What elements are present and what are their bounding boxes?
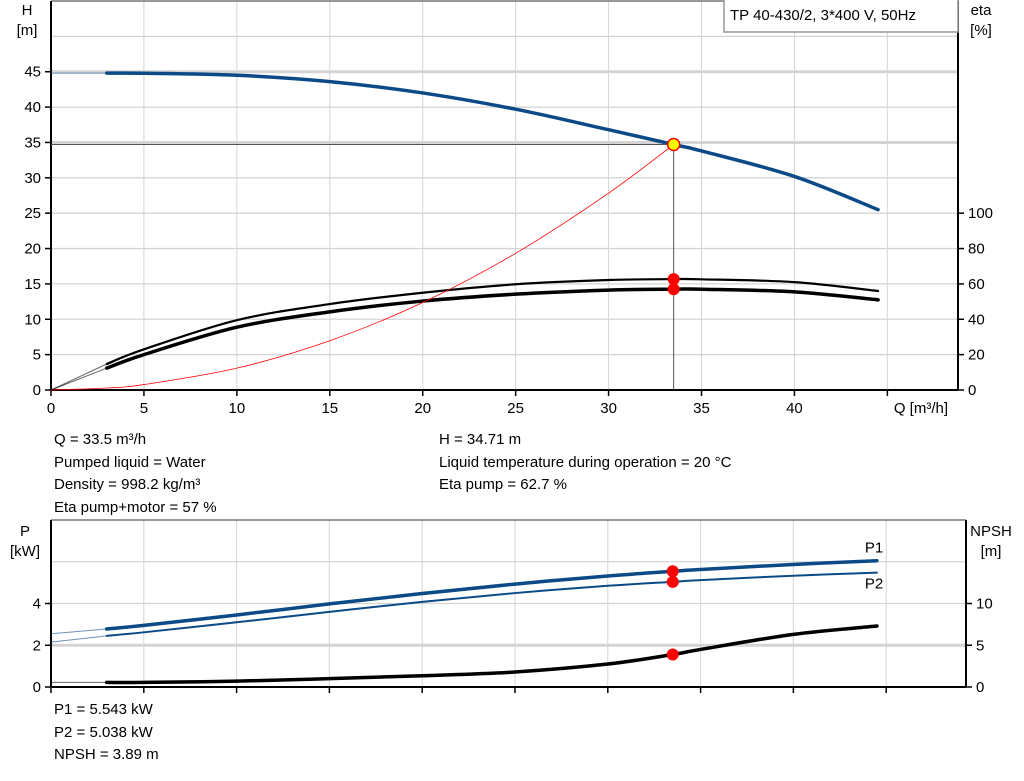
y-tick-label-left: 5: [33, 347, 41, 364]
curve-extension-eta_pump: [50, 363, 107, 391]
curve-P1: [104, 558, 879, 631]
y-tick-label-right: 20: [968, 347, 985, 364]
y-tick-label-left: 15: [24, 276, 41, 293]
y-tick-label-right: 10: [976, 596, 993, 613]
y-axis-unit-right: [m]: [981, 543, 1002, 560]
x-tick-label: 15: [321, 400, 338, 417]
y-tick-label-left: 0: [33, 679, 41, 696]
duty-marker-eta-pump: [667, 273, 680, 286]
y-axis-unit-left: [kW]: [10, 543, 40, 560]
x-tick-label: 40: [786, 400, 803, 417]
info-line: P1 = 5.543 kW: [54, 701, 153, 718]
series-label-p1: P1: [865, 540, 883, 557]
y-tick-label-left: 40: [24, 99, 41, 116]
y-tick-label-left: 45: [24, 64, 41, 81]
curve-system: [50, 144, 675, 391]
series-label-p2: P2: [865, 576, 883, 593]
y-tick-label-right: 100: [968, 205, 993, 222]
y-axis-label-left: P: [20, 523, 30, 540]
x-tick-label: 30: [600, 400, 617, 417]
info-line: Liquid temperature during operation = 20…: [439, 453, 732, 471]
title-box: [723, 0, 959, 33]
y-tick-label-left: 0: [33, 382, 41, 399]
info-line: NPSH = 3.89 m: [54, 746, 159, 763]
info-line: H = 34.71 m: [439, 431, 522, 448]
info-line: P2 = 5.038 kW: [54, 723, 153, 741]
x-tick-label: 10: [229, 400, 246, 417]
y-tick-label-left: 30: [24, 170, 41, 187]
curve-extension-eta_pump_motor: [50, 367, 107, 391]
y-axis-label-right: NPSH: [970, 523, 1012, 540]
info-line: Density = 998.2 kg/m³: [54, 476, 201, 493]
power-info: P1 = 5.543 kW P2 = 5.038 kW NPSH = 3.89 …: [54, 699, 159, 767]
x-tick-label: 20: [414, 400, 431, 417]
duty-marker-p2: [666, 575, 679, 588]
y-tick-label-left: 20: [24, 241, 41, 258]
y-tick-label-right: 5: [976, 637, 984, 654]
x-tick-label: 25: [507, 400, 524, 417]
duty-marker-p1: [666, 565, 679, 578]
y-tick-label-right: 0: [968, 382, 976, 399]
x-tick-label: 0: [47, 400, 55, 417]
curve-NPSH: [104, 624, 879, 685]
curve-P2: [105, 571, 878, 637]
info-line: Q = 33.5 m³/h: [54, 431, 147, 448]
y-tick-label-right: 0: [976, 679, 984, 696]
y-axis-label-left: H: [22, 2, 33, 19]
x-tick-label: 5: [140, 400, 148, 417]
y-tick-label-right: 60: [968, 276, 985, 293]
info-line: Pumped liquid = Water: [54, 453, 206, 471]
duty-marker-npsh: [666, 648, 679, 661]
curve-eta_pump: [105, 277, 880, 366]
info-line: Eta pump+motor = 57 %: [54, 498, 217, 516]
y-axis-unit-right: [%]: [970, 22, 992, 39]
curve-extension-P1: [50, 628, 107, 635]
pump-title: TP 40-430/2, 3*400 V, 50Hz: [730, 7, 916, 24]
y-tick-label-left: 35: [24, 134, 41, 151]
curve-H: [105, 71, 880, 212]
y-tick-label-left: 4: [33, 596, 41, 613]
y-axis-label-right: eta: [971, 2, 993, 19]
y-tick-label-left: 25: [24, 205, 41, 222]
y-axis-unit-left: [m]: [17, 22, 38, 39]
curve-eta_pump_motor: [105, 287, 880, 370]
duty-info-right: H = 34.71 m Liquid temperature during op…: [439, 429, 731, 497]
y-tick-label-right: 40: [968, 311, 985, 328]
duty-info-left: Q = 33.5 m³/h Pumped liquid = Water Dens…: [54, 429, 217, 519]
duty-marker-eta-pump-motor: [667, 283, 680, 296]
y-tick-label-left: 2: [33, 637, 41, 654]
curve-extension-P2: [50, 635, 107, 643]
info-line: Eta pump = 62.7 %: [439, 476, 567, 493]
x-tick-label: 35: [693, 400, 710, 417]
y-tick-label-right: 80: [968, 241, 985, 258]
x-axis-label: Q [m³/h]: [894, 400, 948, 417]
duty-point-marker: [666, 137, 681, 152]
y-tick-label-left: 10: [24, 311, 41, 328]
